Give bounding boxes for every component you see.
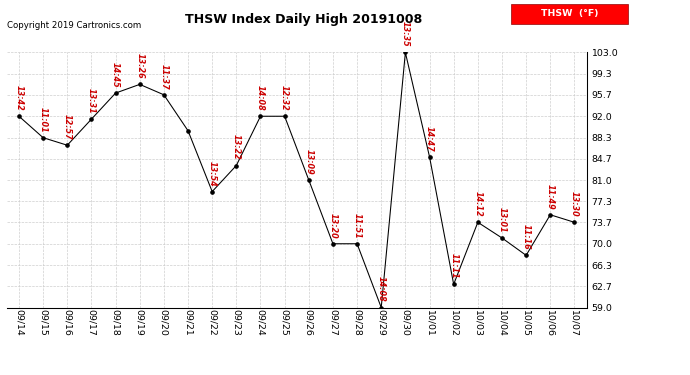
Text: 11:16: 11:16 [522, 224, 531, 250]
Point [255, 113, 266, 119]
Point [279, 113, 290, 119]
Text: 11:11: 11:11 [449, 253, 458, 279]
Text: 13:30: 13:30 [570, 191, 579, 217]
Text: 14:12: 14:12 [473, 191, 482, 217]
Text: 13:01: 13:01 [497, 207, 506, 232]
Point [110, 90, 121, 96]
Text: 14:08: 14:08 [377, 276, 386, 302]
Point [134, 81, 145, 87]
Point [230, 162, 241, 168]
Text: 13:22: 13:22 [232, 134, 241, 160]
Text: 11:37: 11:37 [159, 64, 168, 90]
Text: 11:49: 11:49 [546, 184, 555, 210]
Text: 13:31: 13:31 [87, 88, 96, 114]
Point [545, 212, 556, 218]
Text: 12:57: 12:57 [63, 114, 72, 140]
Text: 11:01: 11:01 [39, 106, 48, 132]
Text: THSW Index Daily High 20191008: THSW Index Daily High 20191008 [185, 13, 422, 26]
Point [158, 92, 169, 98]
Point [472, 219, 483, 225]
Point [328, 241, 339, 247]
Point [424, 154, 435, 160]
Text: THSW  (°F): THSW (°F) [540, 9, 598, 18]
Text: 13:26: 13:26 [135, 53, 144, 79]
Text: 11:51: 11:51 [353, 213, 362, 238]
Point [520, 252, 531, 258]
Text: 14:45: 14:45 [111, 62, 120, 88]
Text: 12:32: 12:32 [280, 85, 289, 111]
Point [375, 304, 386, 310]
Point [14, 113, 25, 119]
Text: 14:47: 14:47 [425, 126, 434, 152]
Text: 13:20: 13:20 [328, 213, 337, 238]
Point [448, 281, 460, 287]
Text: 13:54: 13:54 [208, 160, 217, 186]
Text: 14:08: 14:08 [256, 85, 265, 111]
Point [303, 177, 314, 183]
Point [86, 116, 97, 122]
Point [37, 135, 48, 141]
Text: 13:42: 13:42 [14, 85, 23, 111]
Point [351, 241, 363, 247]
Point [497, 235, 508, 241]
Point [569, 219, 580, 225]
Point [207, 189, 218, 195]
Point [182, 128, 193, 134]
Text: Copyright 2019 Cartronics.com: Copyright 2019 Cartronics.com [7, 21, 141, 30]
Point [400, 50, 411, 55]
Point [62, 142, 73, 148]
Text: 13:09: 13:09 [304, 149, 313, 175]
Text: 13:35: 13:35 [401, 21, 410, 47]
